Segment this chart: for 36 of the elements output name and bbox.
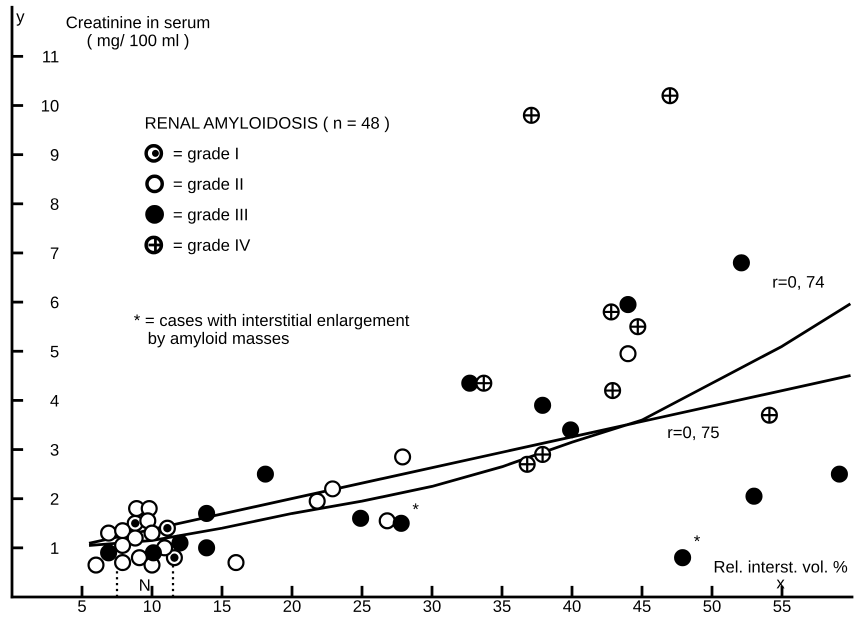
y-tick-label: 1: [51, 542, 58, 554]
legend-label: = grade III: [174, 208, 247, 224]
x-axis-title: Rel. interst. vol. %: [714, 560, 848, 573]
y-tick-label: 8: [50, 198, 58, 210]
x-tick-label: 25: [354, 600, 371, 612]
annotation: *: [694, 535, 700, 542]
annotation: r=0, 74: [773, 276, 824, 290]
x-tick-label: 50: [703, 600, 721, 612]
y-tick-label: 3: [50, 444, 58, 456]
y-tick-label: 10: [42, 100, 59, 112]
legend-title: RENAL AMYLOIDOSIS ( n = 48 ): [146, 116, 389, 132]
x-tick-label: 30: [423, 600, 441, 612]
x-tick-label: 35: [493, 600, 511, 612]
x-tick-label: 55: [773, 600, 791, 612]
y-tick-label: 2: [50, 493, 58, 505]
annotation: *: [412, 503, 419, 510]
x-tick-label: 45: [633, 600, 651, 612]
legend-label: = grade I: [174, 147, 238, 163]
annotation: * = cases with interstitial enlargement by amyloid masses: [134, 314, 410, 348]
y-tick-label: 5: [50, 346, 59, 358]
y-tick-label: 7: [50, 248, 58, 259]
x-tick-label: 10: [144, 600, 161, 612]
legend-label: = grade IV: [174, 238, 250, 254]
x-tick-label: 40: [563, 600, 581, 612]
annotation: y: [16, 13, 24, 26]
y-tick-label: 9: [50, 149, 58, 161]
y-axis-title: Creatinine in serum ( mg/ 100 ml ): [66, 16, 210, 50]
y-tick-label: 6: [50, 296, 58, 308]
y-tick-label: 11: [43, 50, 58, 62]
x-tick-label: 5: [78, 600, 86, 612]
annotation: N: [140, 579, 150, 591]
legend-label: = grade II: [174, 178, 242, 194]
annotation: r=0, 75: [668, 426, 719, 440]
y-tick-label: 4: [50, 394, 59, 406]
x-tick-label: 15: [214, 600, 231, 612]
x-tick-label: 20: [284, 600, 301, 612]
